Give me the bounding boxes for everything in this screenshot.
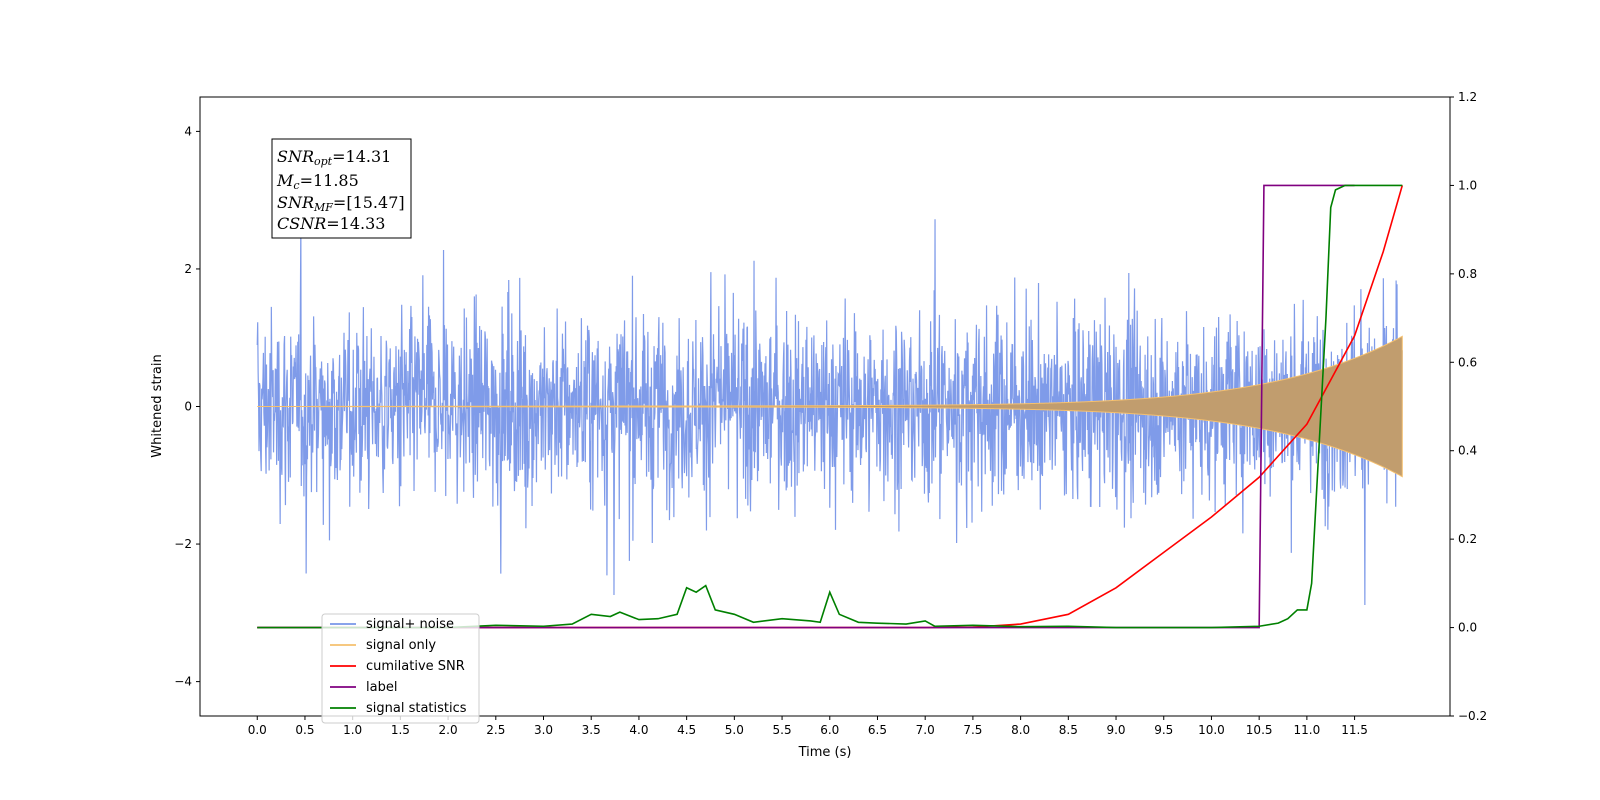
- y-right-tick-label-6: 0.0: [1458, 621, 1477, 635]
- legend-entry-4: signal statistics: [366, 701, 467, 716]
- x-axis: 0.0 0.5 1.0 1.5 2.0 2.5 3.0 3.5 4.0 4.5 5.0 5.5 6.0 6…: [248, 716, 1368, 737]
- x-tick-label-12: 6.0: [820, 723, 839, 737]
- x-tick-label-9: 4.5: [677, 723, 696, 737]
- x-tick-label-4: 2.0: [439, 723, 458, 737]
- legend-entry-0: signal+ noise: [366, 617, 454, 632]
- x-tick-label-8: 4.0: [629, 723, 648, 737]
- legend-entry-3: label: [366, 680, 397, 695]
- series-labelline: [257, 184, 1355, 629]
- x-tick-label-0: 0.0: [248, 723, 267, 737]
- series-layer: [256, 184, 1404, 629]
- x-tick-label-14: 7.0: [916, 723, 935, 737]
- y-left-tick-label-4: −4: [174, 675, 192, 689]
- y-right-tick-label-0: 1.2: [1458, 90, 1477, 104]
- y-right-tick-label-1: 1.0: [1458, 178, 1477, 192]
- y-left-tick-label-0: 4: [184, 124, 192, 138]
- y-right-tick-label-5: 0.2: [1458, 532, 1477, 546]
- x-tick-label-13: 6.5: [868, 723, 887, 737]
- x-tick-label-17: 8.5: [1059, 723, 1078, 737]
- y-right-tick-label-7: −0.2: [1458, 709, 1487, 723]
- y-axis-right: 1.2 1.0 0.8 0.6 0.4 0.2 0.0 −0.2: [1450, 90, 1487, 723]
- y-right-tick-label-2: 0.8: [1458, 267, 1477, 281]
- y-left-tick-label-2: 0: [184, 400, 192, 414]
- x-tick-label-7: 3.5: [582, 723, 601, 737]
- y-right-tick-label-3: 0.6: [1458, 355, 1477, 369]
- x-tick-label-5: 2.5: [486, 723, 505, 737]
- x-tick-label-2: 1.0: [343, 723, 362, 737]
- y-axis-left-label: Whitened strain: [150, 354, 165, 457]
- x-tick-label-19: 9.5: [1154, 723, 1173, 737]
- annotation-mc: Mc=11.85: [276, 171, 359, 192]
- stats-annotation-box: SNRopt=14.31 Mc=11.85 SNRMF=[15.47] CSNR…: [271, 138, 412, 239]
- series-signal-statisticsline: [257, 184, 1403, 629]
- series-signal-only-envelope: [257, 335, 1403, 478]
- x-axis-label: Time (s): [798, 745, 852, 760]
- annotation-snr-opt: SNRopt=14.31: [277, 147, 391, 168]
- annotation-csnr: CSNR=14.33: [277, 214, 385, 233]
- annotation-snr-mf: SNRMF=[15.47]: [277, 193, 405, 214]
- legend-entry-2: cumilative SNR: [366, 659, 465, 674]
- x-tick-label-15: 7.5: [963, 723, 982, 737]
- x-tick-label-23: 11.5: [1341, 723, 1368, 737]
- x-tick-label-6: 3.0: [534, 723, 553, 737]
- x-tick-label-20: 10.0: [1198, 723, 1225, 737]
- x-tick-label-18: 9.0: [1106, 723, 1125, 737]
- x-tick-label-10: 5.0: [725, 723, 744, 737]
- y-right-tick-label-4: 0.4: [1458, 444, 1477, 458]
- y-left-tick-label-3: −2: [174, 537, 192, 551]
- x-tick-label-11: 5.5: [773, 723, 792, 737]
- x-tick-label-3: 1.5: [391, 723, 410, 737]
- legend-entry-1: signal only: [366, 638, 436, 653]
- legend-frame: [321, 613, 480, 724]
- y-axis-left: 4 2 0 −2 −4: [174, 124, 200, 689]
- y-left-tick-label-1: 2: [184, 262, 192, 276]
- x-tick-label-16: 8.0: [1011, 723, 1030, 737]
- x-tick-label-1: 0.5: [295, 723, 314, 737]
- x-tick-label-22: 11.0: [1294, 723, 1321, 737]
- x-tick-label-21: 10.5: [1246, 723, 1273, 737]
- legend: signal+ noise signal only cumilative SNR la…: [321, 613, 480, 724]
